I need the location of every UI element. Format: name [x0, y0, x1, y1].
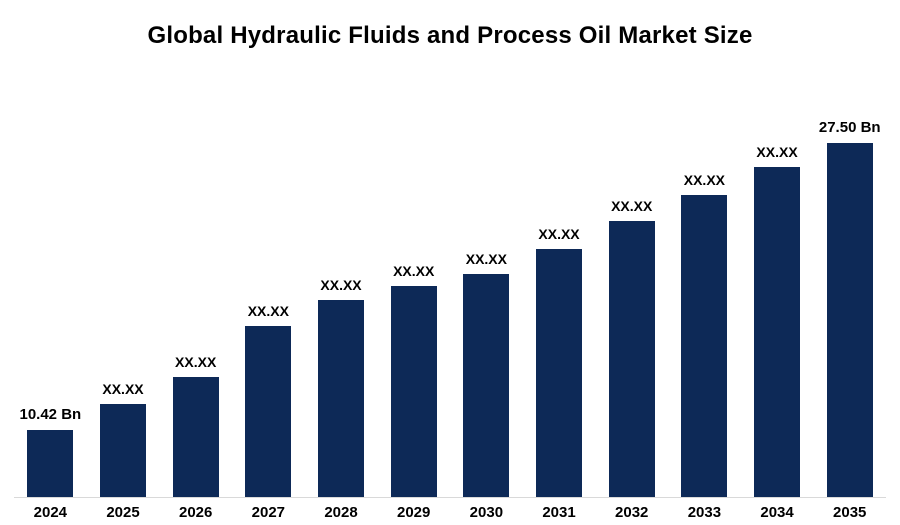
x-tick-label: 2024: [33, 504, 68, 521]
bar-column: XX.XX: [87, 112, 160, 497]
bar-column: XX.XX: [595, 112, 668, 497]
bar-value-label: 10.42 Bn: [19, 406, 82, 423]
x-tick-label: 2028: [324, 504, 358, 521]
bar: [754, 167, 801, 497]
x-tick-label: 2034: [760, 504, 794, 521]
bar: [681, 195, 728, 497]
bar-value-label: XX.XX: [538, 226, 580, 242]
bar: [463, 274, 510, 497]
bar: [27, 430, 74, 497]
bar-value-label: XX.XX: [465, 251, 507, 267]
x-tick-label: 2025: [106, 504, 140, 521]
bar-column: XX.XX: [741, 112, 814, 497]
plot-area: 10.42 Bn XX.XX XX.XX XX.XX XX.XX XX.XX XX.XX XX…: [14, 112, 886, 498]
x-tick-label: 2032: [615, 504, 649, 521]
bar-column: XX.XX: [377, 112, 450, 497]
bar-value-label: 27.50 Bn: [818, 119, 881, 136]
chart-title: Global Hydraulic Fluids and Process Oil …: [147, 22, 753, 49]
bar-column: XX.XX: [305, 112, 378, 497]
bar: [172, 377, 219, 497]
bar-column: XX.XX: [159, 112, 232, 497]
bar: [826, 143, 873, 497]
x-tick-label: 2033: [687, 504, 722, 521]
bar-column: XX.XX: [450, 112, 523, 497]
bar: [536, 249, 583, 497]
x-axis: 2024 2025 2026 2027 2028 2029 2030 2031 2032 2033…: [14, 504, 886, 521]
bar-column: XX.XX: [523, 112, 596, 497]
bar-column: 27.50 Bn: [813, 112, 886, 497]
bar-column: 10.42 Bn: [14, 112, 87, 497]
market-size-bar-chart: Global Hydraulic Fluids and Process Oil …: [0, 22, 900, 525]
bar-value-label: XX.XX: [247, 303, 289, 319]
bar-value-label: XX.XX: [175, 354, 217, 370]
x-tick-label: 2026: [178, 504, 213, 521]
x-tick-label: 2030: [469, 504, 504, 521]
bar-value-label: XX.XX: [756, 144, 798, 160]
bar-value-label: XX.XX: [393, 263, 435, 279]
bar-value-label: XX.XX: [102, 381, 144, 397]
bar-value-label: XX.XX: [320, 277, 362, 293]
bar-column: XX.XX: [232, 112, 305, 497]
bar-value-label: XX.XX: [683, 172, 725, 188]
bar-column: XX.XX: [668, 112, 741, 497]
bar-value-label: XX.XX: [611, 198, 653, 214]
bar: [390, 286, 437, 497]
bar: [245, 326, 292, 497]
x-tick-label: 2031: [542, 504, 576, 521]
x-tick-label: 2027: [251, 504, 286, 521]
bar: [608, 221, 655, 497]
bar: [318, 300, 365, 497]
bar: [100, 404, 146, 497]
x-tick-label: 2029: [397, 504, 431, 521]
x-tick-label: 2035: [833, 504, 867, 521]
